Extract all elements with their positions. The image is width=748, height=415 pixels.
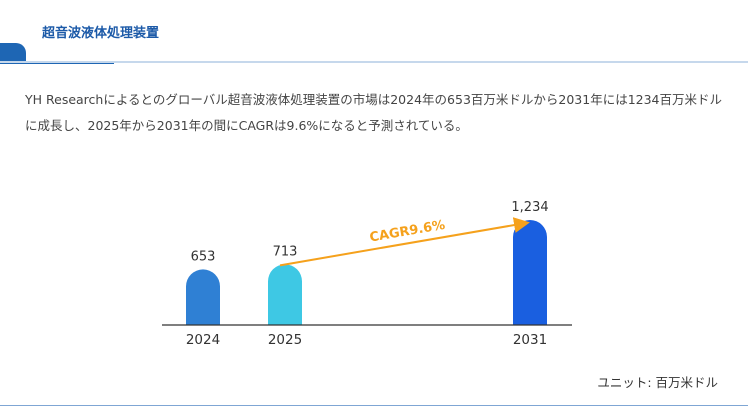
value-label-2031: 1,234 [511,200,548,215]
market-description: YH Researchによるとのグローバル超音波液体処理装置の市場は2024年の… [25,92,723,133]
category-label-2031: 2031 [513,332,547,348]
value-label-2025: 713 [273,244,298,259]
bar-2031 [513,220,547,325]
cagr-label: CAGR9.6% [369,218,447,246]
category-label-2024: 2024 [186,332,220,348]
value-label-2024: 653 [191,249,216,264]
cagr-arrow [279,217,530,267]
unit-note: ユニット: 百万米ドル [597,375,718,390]
header-accent-tab [0,43,26,63]
bar-2025 [268,264,302,325]
bar-2024 [186,269,220,325]
page-title: 超音波液体処理装置 [42,26,160,41]
bottom-divider [0,405,748,406]
category-label-2025: 2025 [268,332,302,348]
header-divider [0,61,748,63]
